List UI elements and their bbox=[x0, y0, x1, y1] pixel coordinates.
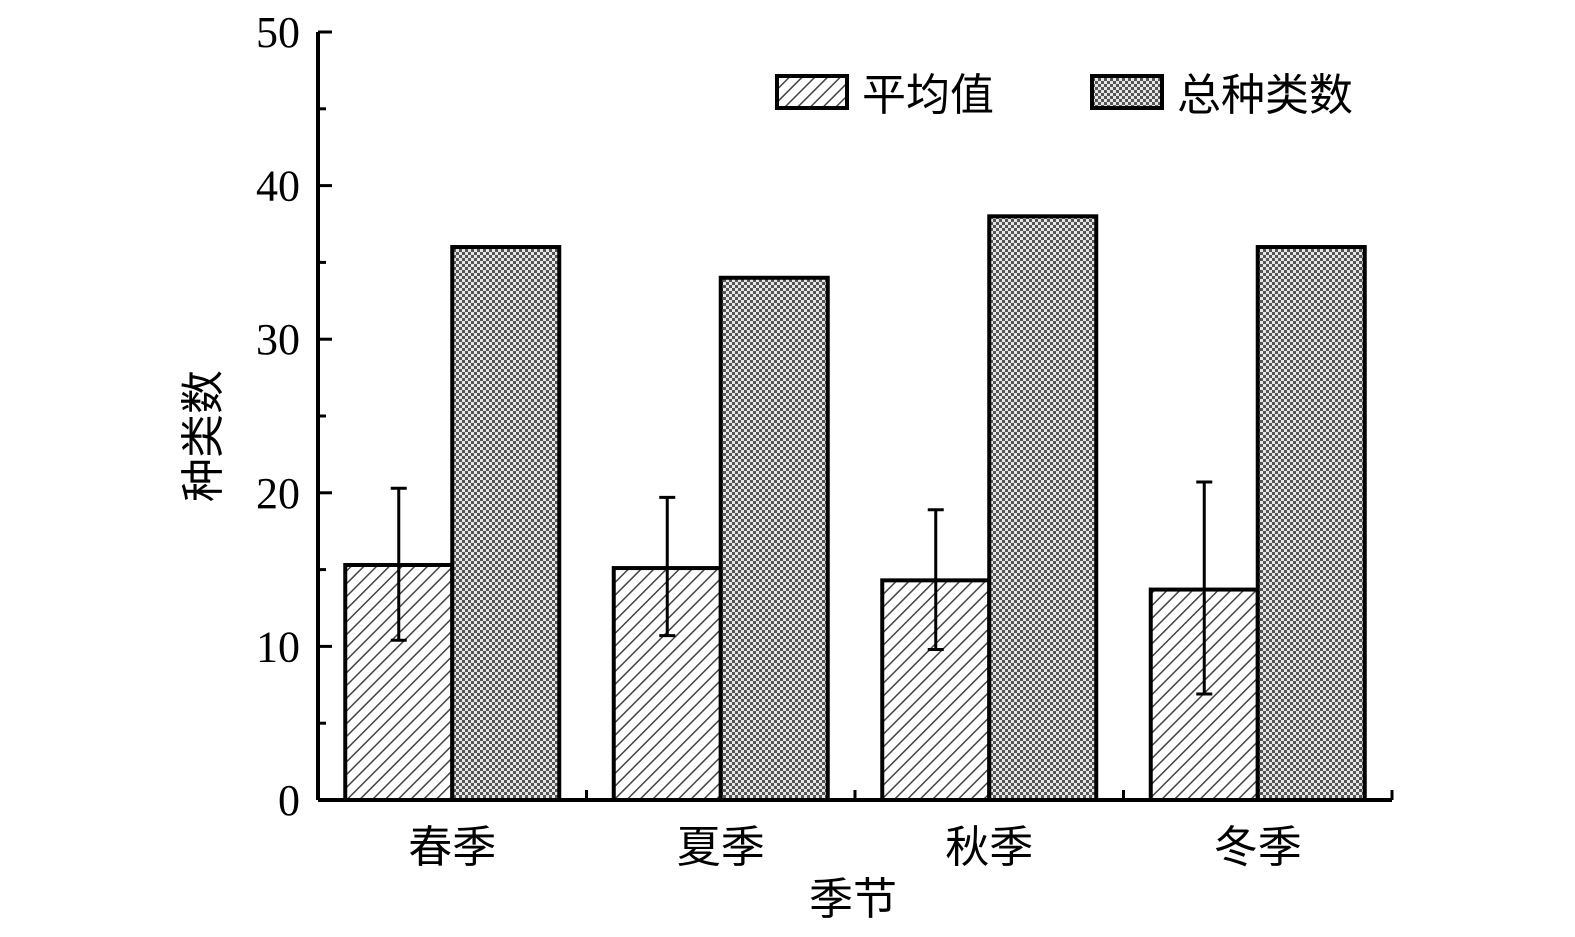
y-ticks: 0 10 20 30 40 50 bbox=[256, 8, 332, 825]
x-tick-label: 春季 bbox=[408, 822, 496, 873]
legend: 平均值 总种类数 bbox=[775, 70, 1353, 121]
x-axis-title: 季节 bbox=[809, 874, 897, 925]
legend-label-average: 平均值 bbox=[862, 70, 994, 121]
y-axis-title: 种类数 bbox=[178, 370, 229, 502]
x-tick-label: 冬季 bbox=[1214, 822, 1302, 873]
y-tick-label: 30 bbox=[256, 315, 300, 364]
bars-group bbox=[343, 214, 1367, 803]
category-labels: 春季 夏季 秋季 冬季 bbox=[408, 822, 1302, 873]
y-tick-label: 20 bbox=[256, 469, 300, 518]
bar-total bbox=[450, 245, 562, 803]
bar-total bbox=[718, 275, 830, 802]
x-tick-label: 秋季 bbox=[945, 822, 1033, 873]
bar-total bbox=[1255, 245, 1367, 803]
x-tick-label: 夏季 bbox=[677, 822, 765, 873]
y-tick-label: 0 bbox=[278, 776, 300, 825]
legend-swatch-average bbox=[775, 74, 849, 110]
y-tick-label: 10 bbox=[256, 622, 300, 671]
y-tick-label: 50 bbox=[256, 8, 300, 57]
error-bars-group bbox=[390, 480, 1213, 696]
y-tick-label: 40 bbox=[256, 162, 300, 211]
legend-label-total-species: 总种类数 bbox=[1177, 70, 1353, 121]
bar-total bbox=[987, 214, 1099, 802]
x-ticks bbox=[316, 790, 1394, 800]
legend-swatch-total-species bbox=[1090, 74, 1164, 110]
